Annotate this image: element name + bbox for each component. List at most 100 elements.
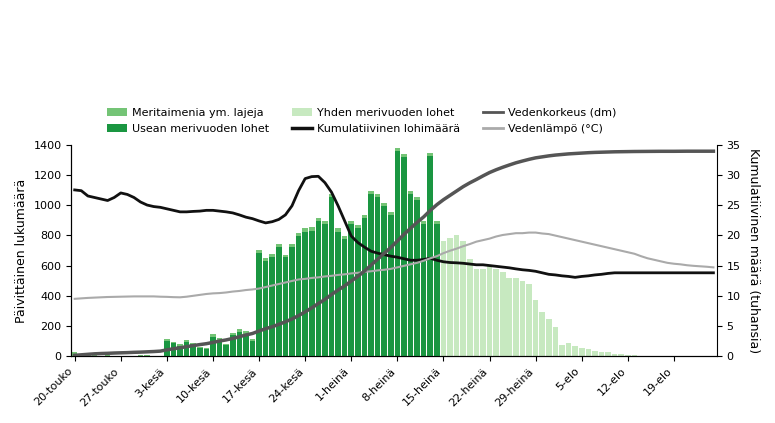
Bar (428, 153, 433, 356)
Bar (611, 354, 618, 356)
Bar (500, 272, 505, 356)
Bar (184, 342, 189, 356)
Bar (270, 257, 275, 356)
Bar (144, 355, 150, 356)
Bar (236, 332, 242, 356)
Bar (553, 327, 558, 356)
Bar (329, 194, 334, 356)
Bar (401, 157, 407, 356)
Bar (210, 337, 215, 356)
Bar (91, 354, 97, 356)
Bar (560, 345, 565, 356)
Bar (243, 331, 249, 356)
Bar (349, 224, 354, 356)
Bar (315, 218, 321, 356)
Bar (204, 349, 209, 356)
Bar (217, 338, 222, 356)
Bar (72, 352, 78, 356)
Bar (309, 231, 315, 356)
Bar (566, 343, 571, 356)
Bar (408, 194, 413, 356)
Bar (204, 348, 209, 356)
Bar (164, 341, 170, 356)
Bar (454, 235, 460, 356)
Bar (309, 227, 315, 356)
Bar (85, 355, 91, 356)
Bar (263, 258, 268, 356)
Bar (520, 281, 525, 356)
Bar (210, 334, 215, 356)
Bar (533, 299, 539, 356)
Bar (592, 351, 598, 356)
Bar (138, 355, 143, 356)
Bar (507, 278, 512, 356)
Bar (276, 244, 281, 356)
Bar (388, 215, 394, 356)
Bar (197, 348, 202, 356)
Bar (177, 346, 183, 356)
Bar (441, 242, 446, 356)
Bar (513, 278, 518, 356)
Bar (415, 200, 420, 356)
Bar (434, 221, 439, 356)
Y-axis label: Kumulatiivinen määrä (tuhansia): Kumulatiivinen määrä (tuhansia) (747, 148, 760, 353)
Bar (217, 340, 222, 356)
Bar (302, 228, 308, 356)
Bar (270, 254, 275, 356)
Bar (394, 151, 400, 356)
Bar (362, 218, 367, 356)
Bar (236, 330, 242, 356)
Bar (322, 221, 328, 356)
Bar (263, 261, 268, 356)
Bar (428, 156, 433, 356)
Bar (447, 238, 453, 356)
Bar (315, 221, 321, 356)
Bar (408, 191, 413, 356)
Bar (573, 346, 578, 356)
Bar (605, 352, 611, 356)
Bar (494, 269, 499, 356)
Bar (250, 339, 255, 356)
Bar (368, 191, 374, 356)
Bar (283, 255, 288, 356)
Bar (434, 224, 439, 356)
Bar (467, 259, 473, 356)
Bar (375, 194, 381, 356)
Bar (460, 242, 466, 356)
Bar (191, 343, 196, 356)
Bar (197, 347, 202, 356)
Bar (355, 225, 360, 356)
Bar (598, 352, 605, 356)
Bar (177, 344, 183, 356)
Bar (526, 284, 532, 356)
Bar (105, 355, 110, 356)
Bar (289, 247, 294, 356)
Bar (184, 340, 189, 356)
Bar (474, 269, 479, 356)
Bar (336, 231, 341, 356)
Bar (480, 269, 486, 356)
Bar (283, 257, 288, 356)
Bar (230, 335, 236, 356)
Bar (625, 355, 631, 356)
Bar (421, 224, 426, 356)
Bar (276, 247, 281, 356)
Bar (296, 233, 301, 356)
Bar (381, 203, 387, 356)
Bar (257, 253, 262, 356)
Y-axis label: Päivittäinen lukumäärä: Päivittäinen lukumäärä (15, 179, 28, 323)
Bar (230, 333, 236, 356)
Bar (394, 148, 400, 356)
Bar (487, 266, 492, 356)
Bar (170, 343, 176, 356)
Bar (388, 212, 394, 356)
Bar (302, 232, 308, 356)
Bar (368, 194, 374, 356)
Bar (223, 345, 229, 356)
Bar (164, 339, 170, 356)
Bar (257, 250, 262, 356)
Bar (336, 228, 341, 356)
Bar (579, 348, 584, 356)
Bar (375, 197, 381, 356)
Bar (546, 319, 552, 356)
